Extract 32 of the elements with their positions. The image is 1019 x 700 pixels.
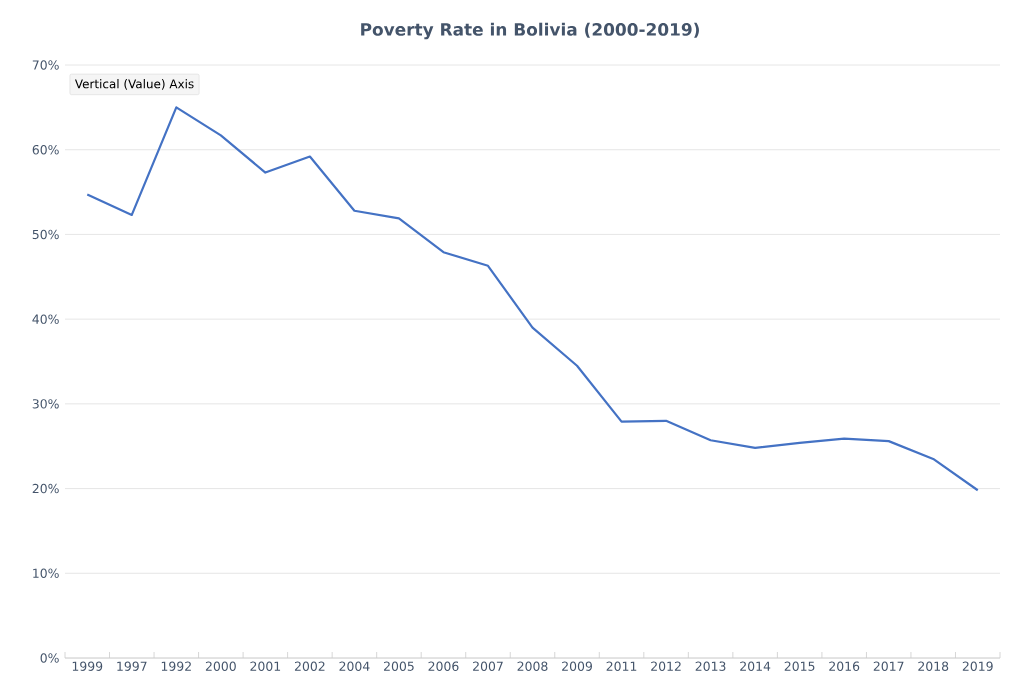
x-tick-label: 2007 xyxy=(473,661,503,671)
x-tick-label: 2018 xyxy=(918,661,949,671)
x-tick-label: 2008 xyxy=(517,661,548,671)
y-tick-label: 20% xyxy=(32,483,59,494)
x-tick-label: 1997 xyxy=(117,661,147,671)
y-tick-label: 40% xyxy=(32,314,59,324)
x-tick-label: 2012 xyxy=(651,661,681,671)
x-tick-label: 2019 xyxy=(962,661,993,671)
x-tick-label: 2017 xyxy=(873,661,904,671)
y-tick-label: 70% xyxy=(32,60,59,70)
x-tick-label: 2015 xyxy=(784,661,815,671)
x-tick-label: 2005 xyxy=(383,661,414,671)
line-series xyxy=(86,106,979,492)
x-tick-label: 2014 xyxy=(740,661,771,671)
x-tick-label: 2016 xyxy=(829,661,860,671)
x-tick-label: 2002 xyxy=(294,661,325,671)
y-tick-label: 50% xyxy=(32,229,59,240)
y-tick-label: 30% xyxy=(32,399,59,409)
y-tick-label: 10% xyxy=(33,568,59,578)
x-tick-label: 2001 xyxy=(250,661,281,671)
chart-title: Poverty Rate in Bolivia (2000-2019) xyxy=(361,22,699,40)
x-tick-label: 2004 xyxy=(339,661,370,671)
annotation: Vertical (Value) Axis xyxy=(74,79,194,90)
x-tick-label: 2000 xyxy=(205,661,236,671)
x-tick-label: 2011 xyxy=(606,661,637,671)
x-tick-label: 2009 xyxy=(562,661,592,671)
x-tick-label: 1999 xyxy=(72,661,103,671)
x-tick-label: 2006 xyxy=(428,661,459,671)
x-tick-label: 2013 xyxy=(695,661,726,671)
x-tick-label: 1992 xyxy=(161,661,191,671)
y-tick-label: 60% xyxy=(32,145,59,155)
y-tick-label: 0% xyxy=(40,653,59,663)
